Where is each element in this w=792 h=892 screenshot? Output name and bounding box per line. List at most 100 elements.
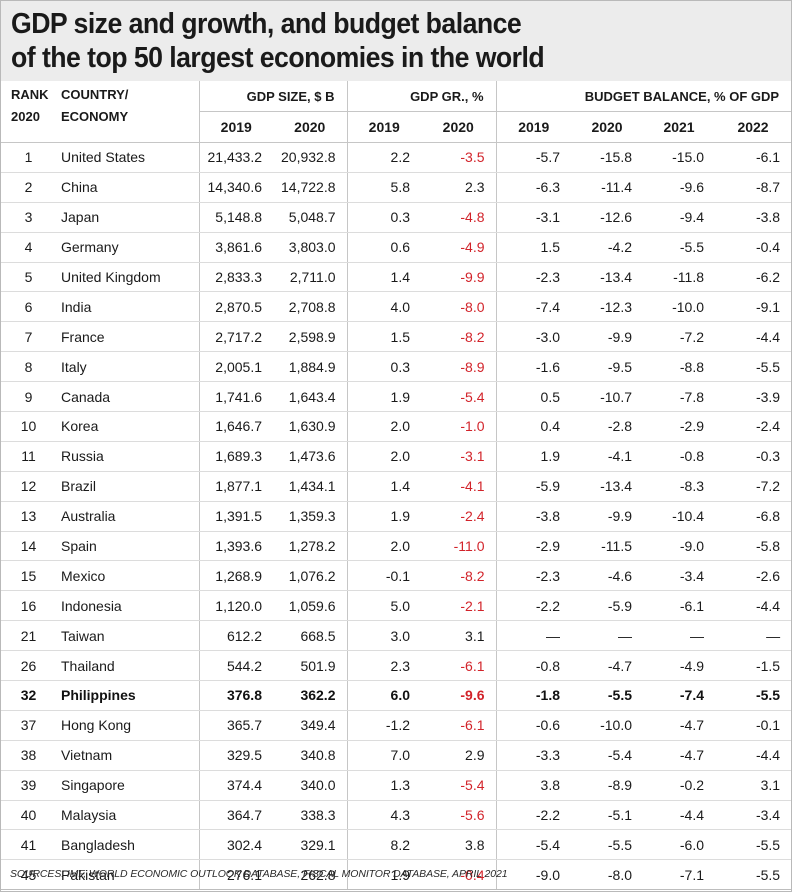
growth-2020-cell: -8.0: [421, 291, 497, 323]
gdp-2019-cell: 21,433.2: [198, 142, 273, 173]
budget-2021-cell: -8.8: [643, 351, 716, 383]
budget-2021-cell: —: [643, 620, 716, 652]
budget-2022-cell: -6.8: [715, 501, 792, 532]
country-cell: Korea: [56, 411, 199, 442]
growth-2020-cell: -8.2: [421, 321, 497, 353]
gdp-2020-cell: 1,630.9: [273, 411, 347, 442]
growth-2019-cell: 1.9: [346, 501, 421, 532]
budget-2019-cell: -1.8: [495, 680, 572, 711]
budget-2020-cell: -8.0: [571, 859, 644, 891]
growth-2020-cell: -2.4: [421, 501, 497, 532]
budget-2019-cell: 3.8: [495, 770, 572, 801]
table-row: 37 Hong Kong 365.7 349.4 -1.2 -6.1 -0.6 -10.0 -4…: [1, 710, 792, 741]
header-budget-year: 2021: [643, 111, 716, 143]
country-cell: India: [56, 291, 199, 323]
country-cell: Italy: [56, 351, 199, 383]
budget-2022-cell: -7.2: [715, 471, 792, 502]
growth-2019-cell: -1.2: [346, 710, 421, 741]
table-row: 12 Brazil 1,877.1 1,434.1 1.4 -4.1 -5.9 -13.4 -8…: [1, 471, 792, 502]
country-cell: Pakistan: [56, 859, 199, 891]
country-cell: United States: [56, 142, 199, 173]
table-row: 45 Pakistan 276.1 262.8 1.9 -0.4 -9.0 -8.0 -7.1-…: [1, 859, 792, 891]
table-row: 2 China 14,340.6 14,722.8 5.8 2.3 -6.3 -11.4 -9.…: [1, 172, 792, 203]
budget-2021-cell: -0.8: [643, 441, 716, 472]
budget-2022-cell: -5.5: [715, 859, 792, 891]
budget-2021-cell: -8.3: [643, 471, 716, 502]
country-cell: Canada: [56, 381, 199, 413]
country-cell: Mexico: [56, 560, 199, 592]
header-country-line-2: ECONOMY: [61, 109, 129, 124]
gdp-2020-cell: 2,708.8: [273, 291, 347, 323]
budget-2020-cell: -4.2: [571, 232, 644, 263]
growth-2020-cell: -11.0: [421, 531, 497, 562]
budget-2022-cell: -0.4: [715, 232, 792, 263]
table-row: 14 Spain 1,393.6 1,278.2 2.0 -11.0 -2.9 -11.5 -9…: [1, 531, 792, 562]
growth-2020-cell: -1.0: [421, 411, 497, 442]
budget-2021-cell: -10.0: [643, 291, 716, 323]
budget-2019-cell: 0.5: [495, 381, 572, 413]
gdp-2019-cell: 1,646.7: [198, 411, 273, 442]
growth-2019-cell: 1.9: [346, 381, 421, 413]
growth-2019-cell: 2.3: [346, 650, 421, 682]
growth-2019-cell: 8.2: [346, 829, 421, 861]
rank-cell: 32: [1, 680, 56, 711]
table-row: 41 Bangladesh 302.4 329.1 8.2 3.8 -5.4 -5.5 -6.0…: [1, 829, 792, 861]
growth-2019-cell: 1.4: [346, 471, 421, 502]
gdp-2020-cell: 1,278.2: [273, 531, 347, 562]
budget-2019-cell: -2.3: [495, 560, 572, 592]
budget-2020-cell: -13.4: [571, 262, 644, 293]
table-row: 21 Taiwan 612.2 668.5 3.0 3.1— — — —: [1, 620, 792, 652]
growth-2019-cell: 2.0: [346, 531, 421, 562]
gdp-2019-cell: 374.4: [198, 770, 273, 801]
budget-2020-cell: -5.4: [571, 740, 644, 771]
gdp-2019-cell: 1,741.6: [198, 381, 273, 413]
budget-2019-cell: -3.0: [495, 321, 572, 353]
growth-2020-cell: 2.9: [421, 740, 497, 771]
gdp-2019-cell: 302.4: [198, 829, 273, 861]
header-growth-year: 2019: [346, 111, 421, 143]
budget-2020-cell: -5.5: [571, 829, 644, 861]
header-budget-year: 2020: [571, 111, 644, 143]
table-row: 8 Italy 2,005.1 1,884.9 0.3 -8.9 -1.6 -9.5 -8.8-…: [1, 351, 792, 383]
country-cell: United Kingdom: [56, 262, 199, 293]
growth-2019-cell: 5.0: [346, 590, 421, 622]
gdp-2020-cell: 1,434.1: [273, 471, 347, 502]
gdp-2020-cell: 3,803.0: [273, 232, 347, 263]
budget-2020-cell: -12.3: [571, 291, 644, 323]
budget-2021-cell: -7.8: [643, 381, 716, 413]
gdp-2019-cell: 14,340.6: [198, 172, 273, 203]
gdp-2020-cell: 14,722.8: [273, 172, 347, 203]
country-cell: China: [56, 172, 199, 203]
budget-2020-cell: -5.5: [571, 680, 644, 711]
growth-2020-cell: -4.9: [421, 232, 497, 263]
budget-2022-cell: -4.4: [715, 321, 792, 353]
budget-2020-cell: -9.9: [571, 321, 644, 353]
rank-cell: 10: [1, 411, 56, 442]
budget-2022-cell: -2.4: [715, 411, 792, 442]
rank-cell: 2: [1, 172, 56, 203]
gdp-2019-cell: 1,120.0: [198, 590, 273, 622]
table-row: 9 Canada 1,741.6 1,643.4 1.9 -5.4 0.5 -10.7 -7.8…: [1, 381, 792, 413]
budget-2019-cell: -6.3: [495, 172, 572, 203]
gdp-2019-cell: 2,005.1: [198, 351, 273, 383]
gdp-2019-cell: 544.2: [198, 650, 273, 682]
budget-2020-cell: -5.9: [571, 590, 644, 622]
table-row: 3 Japan 5,148.8 5,048.7 0.3 -4.8 -3.1 -12.6 -9.4…: [1, 202, 792, 233]
growth-2019-cell: 7.0: [346, 740, 421, 771]
gdp-2020-cell: 340.8: [273, 740, 347, 771]
country-cell: Malaysia: [56, 800, 199, 831]
header-budget-year: 2022: [715, 111, 792, 143]
title-bar: GDP size and growth, and budget balance …: [1, 1, 791, 81]
budget-2019-cell: -0.8: [495, 650, 572, 682]
budget-2021-cell: -11.8: [643, 262, 716, 293]
budget-2022-cell: -5.5: [715, 680, 792, 711]
budget-2022-cell: -9.1: [715, 291, 792, 323]
budget-2021-cell: -3.4: [643, 560, 716, 592]
header-gdp-growth: GDP GR., %: [346, 81, 497, 112]
budget-2021-cell: -9.6: [643, 172, 716, 203]
budget-2021-cell: -0.2: [643, 770, 716, 801]
budget-2020-cell: -9.9: [571, 501, 644, 532]
gdp-2019-cell: 1,393.6: [198, 531, 273, 562]
budget-2020-cell: -4.1: [571, 441, 644, 472]
gdp-2019-cell: 365.7: [198, 710, 273, 741]
